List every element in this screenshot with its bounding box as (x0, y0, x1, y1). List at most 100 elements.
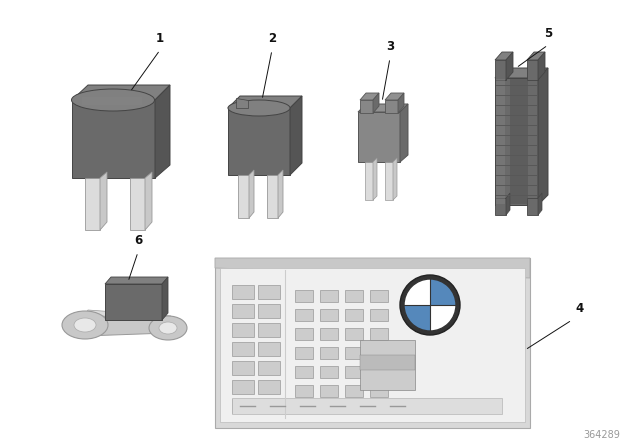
Polygon shape (105, 277, 168, 284)
Bar (232, 285, 254, 299)
Polygon shape (506, 52, 513, 80)
Bar (258, 361, 280, 375)
Polygon shape (527, 52, 545, 60)
Text: 3: 3 (386, 40, 394, 53)
Polygon shape (72, 85, 170, 100)
Bar (295, 328, 313, 340)
Polygon shape (365, 162, 373, 200)
Polygon shape (495, 60, 506, 80)
Polygon shape (85, 310, 171, 320)
Polygon shape (130, 178, 145, 230)
Bar (370, 309, 388, 321)
Bar (345, 328, 363, 340)
Polygon shape (495, 78, 538, 205)
Polygon shape (145, 172, 152, 230)
Ellipse shape (149, 316, 187, 340)
Polygon shape (510, 79, 528, 204)
Text: 1: 1 (156, 32, 164, 45)
Bar (320, 347, 338, 359)
Bar (295, 309, 313, 321)
Bar (345, 347, 363, 359)
Bar (258, 380, 280, 394)
Bar (232, 304, 254, 318)
Bar (370, 347, 388, 359)
Polygon shape (215, 258, 530, 428)
Bar (320, 366, 338, 378)
Bar (345, 309, 363, 321)
Polygon shape (527, 198, 538, 215)
Bar (258, 323, 280, 337)
Bar (258, 304, 280, 318)
Polygon shape (85, 178, 100, 230)
Bar (320, 328, 338, 340)
Polygon shape (290, 96, 302, 175)
Polygon shape (85, 315, 168, 336)
Bar (370, 385, 388, 397)
Bar (345, 290, 363, 302)
Polygon shape (82, 97, 142, 105)
Bar (370, 366, 388, 378)
Polygon shape (236, 98, 248, 108)
Wedge shape (430, 305, 456, 331)
Polygon shape (385, 162, 393, 200)
Text: 2: 2 (268, 32, 276, 45)
Bar (295, 290, 313, 302)
Bar (232, 380, 254, 394)
Polygon shape (495, 198, 506, 215)
Polygon shape (527, 60, 538, 80)
Polygon shape (506, 193, 510, 215)
Polygon shape (267, 175, 278, 218)
Bar (370, 328, 388, 340)
Polygon shape (238, 175, 249, 218)
Polygon shape (358, 112, 400, 162)
Polygon shape (100, 172, 107, 230)
Bar (232, 398, 502, 414)
Polygon shape (385, 100, 398, 113)
Polygon shape (220, 268, 525, 422)
Polygon shape (249, 170, 254, 218)
Polygon shape (105, 284, 162, 320)
Text: 4: 4 (575, 302, 583, 315)
Bar (295, 347, 313, 359)
Polygon shape (373, 93, 379, 113)
Bar (320, 290, 338, 302)
Polygon shape (358, 104, 408, 112)
Polygon shape (228, 96, 302, 108)
Bar (320, 309, 338, 321)
Polygon shape (393, 158, 397, 200)
Bar (295, 366, 313, 378)
Bar (232, 342, 254, 356)
Bar (320, 385, 338, 397)
Text: 364289: 364289 (583, 430, 620, 440)
Polygon shape (278, 170, 283, 218)
Bar (345, 366, 363, 378)
Bar (232, 399, 254, 413)
Polygon shape (155, 85, 170, 178)
Polygon shape (228, 108, 290, 175)
Text: 5: 5 (544, 27, 552, 40)
Circle shape (400, 275, 460, 335)
Wedge shape (404, 279, 430, 305)
Ellipse shape (72, 89, 154, 111)
Bar (295, 385, 313, 397)
Bar (360, 340, 415, 390)
Polygon shape (538, 68, 548, 205)
Circle shape (404, 279, 456, 331)
Bar (232, 323, 254, 337)
Polygon shape (72, 100, 155, 178)
Polygon shape (400, 104, 408, 162)
Bar (370, 290, 388, 302)
Bar (258, 342, 280, 356)
Polygon shape (496, 79, 505, 204)
Polygon shape (538, 193, 542, 215)
Polygon shape (360, 93, 379, 100)
Polygon shape (538, 52, 545, 80)
Polygon shape (215, 258, 530, 278)
Polygon shape (385, 93, 404, 100)
Polygon shape (495, 52, 513, 60)
Bar (232, 361, 254, 375)
Text: 6: 6 (134, 234, 142, 247)
Polygon shape (495, 68, 548, 78)
Polygon shape (162, 277, 168, 320)
Polygon shape (398, 93, 404, 113)
